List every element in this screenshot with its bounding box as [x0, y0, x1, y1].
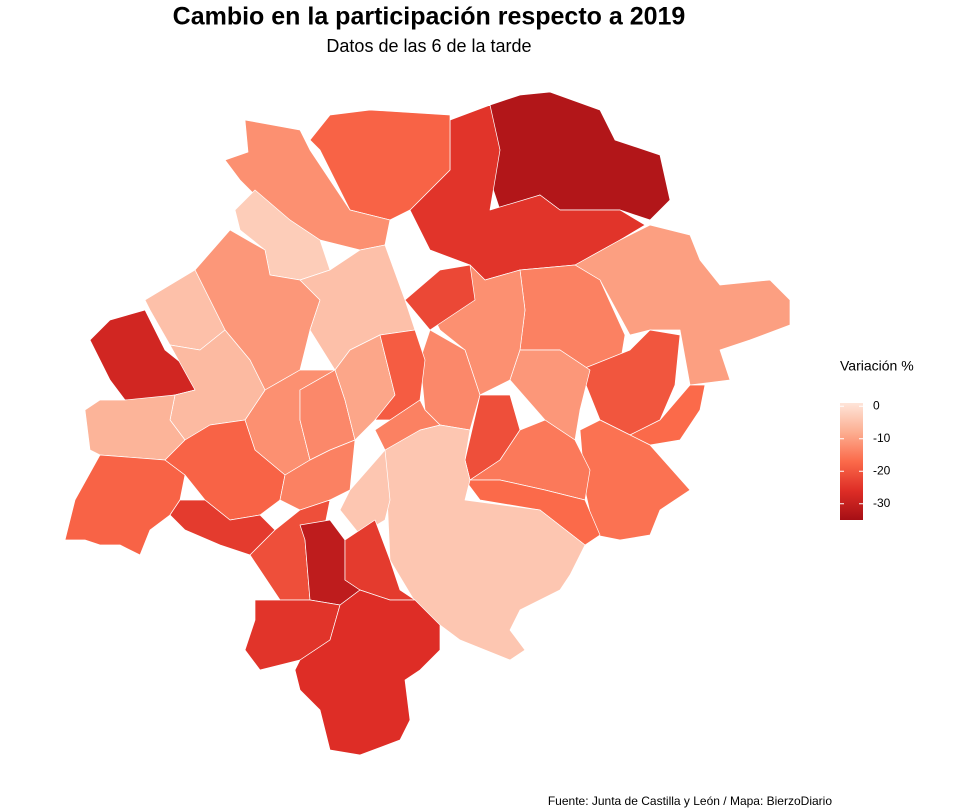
region: [464, 479, 601, 546]
region: [84, 394, 186, 461]
map-subtitle: Datos de las 6 de la tarde: [326, 36, 531, 56]
region: [64, 454, 186, 556]
legend: 0 -10 -20 -30: [840, 398, 891, 520]
legend-label: -10: [873, 431, 891, 445]
region: [574, 224, 791, 386]
legend-colorbar: [840, 403, 863, 520]
legend-label: -30: [873, 496, 891, 510]
region: [404, 264, 476, 331]
caption: Fuente: Junta de Castilla y León / Mapa:…: [548, 794, 832, 808]
legend-label: -20: [873, 463, 891, 477]
region: [309, 109, 451, 221]
region: [294, 589, 441, 756]
region: [374, 399, 441, 451]
region: [489, 91, 671, 221]
legend-label: 0: [873, 398, 880, 412]
regions: [64, 91, 791, 756]
region: [224, 119, 391, 251]
region: [599, 384, 706, 446]
legend-title: Variación %: [840, 358, 914, 374]
region: [384, 424, 586, 661]
region: [169, 499, 276, 556]
map-title: Cambio en la participación respecto a 20…: [173, 3, 686, 31]
